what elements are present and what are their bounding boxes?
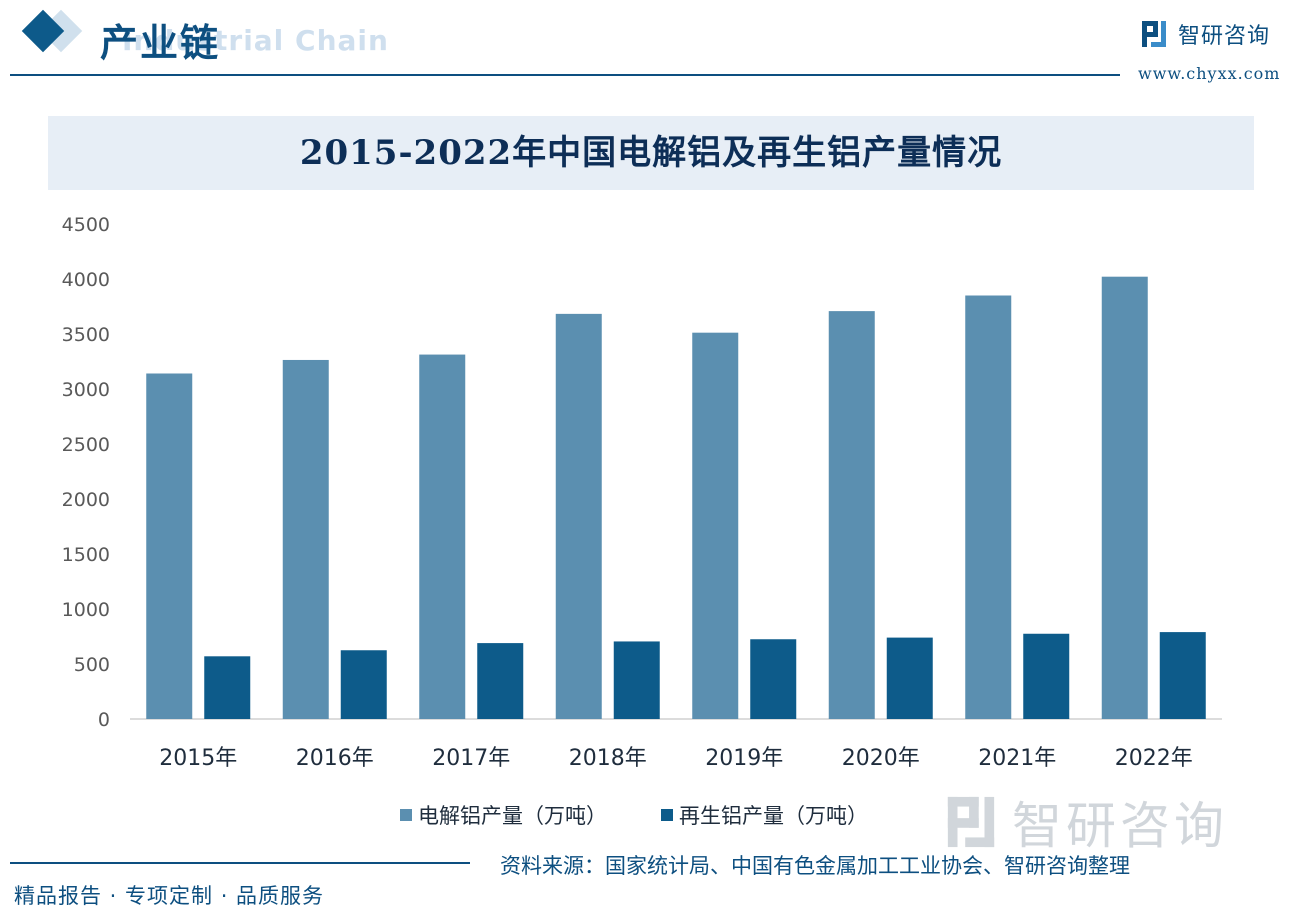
bar-recycled [1159,632,1206,719]
brand-logo-icon [1142,21,1166,47]
footer-slogan: 精品报告 · 专项定制 · 品质服务 [14,884,325,908]
legend: 电解铝产量（万吨） 再生铝产量（万吨） [400,800,922,830]
bar-electrolytic [282,359,329,719]
y-tick-label: 3500 [62,324,110,346]
x-tick-label: 2017年 [432,746,510,771]
x-tick-label: 2022年 [1115,746,1193,771]
y-tick-label: 4500 [62,214,110,236]
y-tick-label: 3000 [62,379,110,401]
x-tick-label: 2020年 [842,746,920,771]
x-tick-label: 2019年 [705,746,783,771]
y-tick-label: 1000 [62,599,110,621]
brand: 智研咨询 [1140,18,1270,50]
y-tick-label: 500 [74,654,110,676]
legend-item-electrolytic: 电解铝产量（万吨） [400,800,607,830]
watermark-logo-icon [947,796,995,848]
bar-recycled [204,656,251,719]
legend-label-recycled: 再生铝产量（万吨） [679,804,868,828]
x-tick-label: 2018年 [569,746,647,771]
chart-title-band: 2015-2022年中国电解铝及再生铝产量情况 [48,116,1254,190]
section-title: 产业链 [100,21,221,65]
bar-electrolytic [555,313,602,719]
bar-electrolytic [1101,276,1148,719]
bar-electrolytic [692,332,739,719]
y-tick-label: 1500 [62,544,110,566]
header: Industrial Chain 产业链 智研咨询 www.chyxx.com [0,0,1310,83]
x-tick-label: 2015年 [159,746,237,771]
brand-name: 智研咨询 [1178,24,1271,49]
legend-item-recycled: 再生铝产量（万吨） [661,800,868,830]
bar-recycled [613,641,660,719]
bar-electrolytic [419,354,466,719]
watermark: 智研咨询 [944,786,1228,858]
y-tick-label: 2500 [62,434,110,456]
bar-electrolytic [828,311,875,719]
header-divider [10,74,1120,76]
bar-electrolytic [965,295,1012,719]
legend-swatch-electrolytic [400,809,412,821]
bar-chart: 0 500 1000 1500 2000 2500 3000 3500 4000 4500 2015… [62,214,1222,771]
bar-recycled [750,639,797,719]
footer-divider [10,862,470,864]
chart-title: 2015-2022年中国电解铝及再生铝产量情况 [299,133,1003,173]
data-source: 资料来源：国家统计局、中国有色金属加工工业协会、智研咨询整理 [500,854,1130,878]
bar-recycled [340,650,387,719]
legend-label-electrolytic: 电解铝产量（万吨） [418,804,607,828]
x-tick-label: 2021年 [978,746,1056,771]
x-tick-label: 2016年 [296,746,374,771]
watermark-text: 智研咨询 [1012,797,1228,855]
y-tick-label: 2000 [62,489,110,511]
bar-recycled [477,643,524,719]
bar-electrolytic [146,373,193,719]
legend-swatch-recycled [661,809,673,821]
bar-recycled [1023,633,1070,719]
y-tick-label: 4000 [62,269,110,291]
bar-recycled [886,637,933,719]
section-subtitle: Industrial Chain [122,24,389,57]
y-tick-label: 0 [98,709,110,731]
brand-url: www.chyxx.com [1138,64,1281,83]
